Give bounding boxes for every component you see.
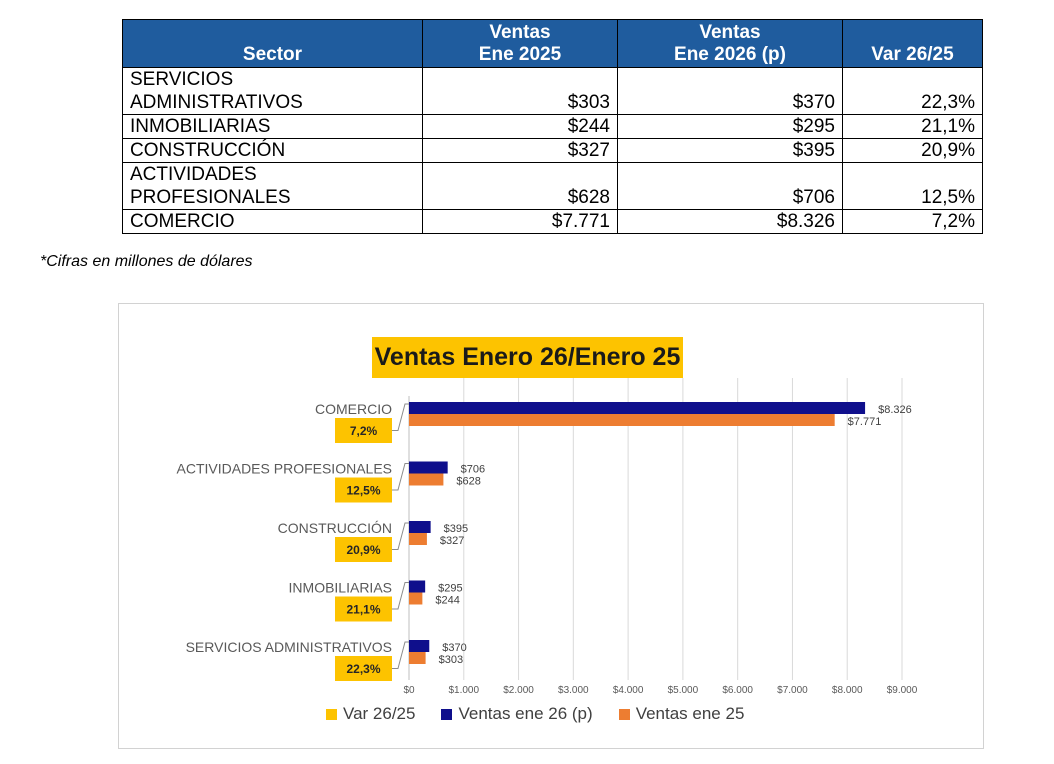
table-row: ACTIVIDADES PROFESIONALES $628 $706 12,5… xyxy=(122,162,983,210)
bar-ventas-25 xyxy=(409,414,835,426)
x-tick-label: $8.000 xyxy=(832,685,863,696)
callout-leader xyxy=(392,403,409,431)
bar-ventas-25 xyxy=(409,592,423,605)
x-tick-label: $4.000 xyxy=(613,685,644,696)
variation-label: 20,9% xyxy=(346,543,380,557)
x-tick-label: $0 xyxy=(403,685,415,696)
variation-box xyxy=(335,418,392,443)
cell-variacion: 12,5% xyxy=(842,162,983,210)
sales-table: Sector Ventas Ene 2025 Ventas Ene 2026 (p)… xyxy=(122,19,983,234)
category-label: INMOBILIARIAS xyxy=(289,580,392,596)
x-tick-label: $2.000 xyxy=(503,685,534,696)
variation-box xyxy=(335,477,392,503)
variation-label: 22,3% xyxy=(346,662,380,676)
x-tick-label: $9.000 xyxy=(887,685,918,696)
table-row: SERVICIOS ADMINISTRATIVOS $303 $370 22,3… xyxy=(122,67,983,115)
cell-variacion: 7,2% xyxy=(842,209,983,234)
table-row: CONSTRUCCIÓN $327 $395 20,9% xyxy=(122,138,983,163)
table-header-row: Sector Ventas Ene 2025 Ventas Ene 2026 (p)… xyxy=(122,19,983,68)
data-label: $395 xyxy=(444,523,468,535)
cell-ventas-2026: $8.326 xyxy=(617,209,843,234)
legend-swatch xyxy=(326,708,337,720)
header-ventas-2026: Ventas Ene 2026 (p) xyxy=(617,19,843,68)
variation-label: 7,2% xyxy=(350,424,378,438)
variation-label: 12,5% xyxy=(346,484,380,498)
callout-leader xyxy=(392,522,409,550)
header-sector: Sector xyxy=(122,19,423,68)
cell-ventas-2026: $395 xyxy=(617,138,843,163)
chart-title: Ventas Enero 26/Enero 25 xyxy=(372,337,683,378)
chart-legend: Var 26/25 Ventas ene 26 (p) Ventas ene 2… xyxy=(326,704,744,724)
bar-ventas-25 xyxy=(409,652,426,664)
legend-label: Ventas ene 25 xyxy=(635,704,745,723)
category-label: CONSTRUCCIÓN xyxy=(278,520,392,536)
variation-box xyxy=(335,537,392,562)
table-row: INMOBILIARIAS $244 $295 21,1% xyxy=(122,114,983,139)
bar-ventas-26 xyxy=(409,640,430,652)
callout-leader xyxy=(392,582,409,610)
variation-label: 21,1% xyxy=(346,603,380,617)
data-label: $706 xyxy=(461,464,485,476)
category-label: COMERCIO xyxy=(315,401,392,417)
legend-item-ventas-26: Ventas ene 26 (p) xyxy=(441,704,593,724)
bar-ventas-26 xyxy=(409,580,426,593)
cell-ventas-2025: $327 xyxy=(422,138,618,163)
legend-label: Ventas ene 26 (p) xyxy=(458,704,593,723)
cell-sector: SERVICIOS ADMINISTRATIVOS xyxy=(122,67,423,115)
x-tick-label: $6.000 xyxy=(722,685,753,696)
legend-item-ventas-25: Ventas ene 25 xyxy=(618,704,745,724)
bar-ventas-26 xyxy=(409,461,448,474)
x-tick-label: $5.000 xyxy=(668,685,699,696)
cell-ventas-2025: $628 xyxy=(422,162,618,210)
data-label: $295 xyxy=(438,583,462,595)
bar-ventas-25 xyxy=(409,533,427,545)
data-label: $327 xyxy=(440,535,464,547)
bar-ventas-25 xyxy=(409,473,444,486)
category-label: SERVICIOS ADMINISTRATIVOS xyxy=(186,639,392,655)
bar-ventas-26 xyxy=(409,402,866,414)
cell-sector: ACTIVIDADES PROFESIONALES xyxy=(122,162,423,210)
cell-sector: INMOBILIARIAS xyxy=(122,114,423,139)
bar-ventas-26 xyxy=(409,521,431,533)
header-variacion: Var 26/25 xyxy=(842,19,983,68)
data-label: $370 xyxy=(442,642,466,654)
legend-item-variation: Var 26/25 xyxy=(326,704,415,724)
variation-box xyxy=(335,656,392,681)
data-label: $8.326 xyxy=(878,404,912,416)
cell-ventas-2026: $706 xyxy=(617,162,843,210)
data-label: $244 xyxy=(435,595,459,607)
legend-label: Var 26/25 xyxy=(343,704,416,723)
x-tick-label: $3.000 xyxy=(558,685,589,696)
cell-ventas-2025: $244 xyxy=(422,114,618,139)
cell-ventas-2025: $7.771 xyxy=(422,209,618,234)
category-label: ACTIVIDADES PROFESIONALES xyxy=(177,461,393,477)
callout-leader xyxy=(392,463,409,491)
table-row: COMERCIO $7.771 $8.326 7,2% xyxy=(122,209,983,234)
callout-leader xyxy=(392,641,409,669)
data-label: $7.771 xyxy=(848,416,882,428)
cell-variacion: 20,9% xyxy=(842,138,983,163)
cell-sector: COMERCIO xyxy=(122,209,423,234)
x-tick-label: $1.000 xyxy=(448,685,479,696)
data-label: $303 xyxy=(439,654,463,666)
legend-swatch xyxy=(618,708,630,720)
footnote: *Cifras en millones de dólares xyxy=(40,253,253,270)
variation-box xyxy=(335,596,392,622)
legend-swatch xyxy=(441,708,453,720)
x-tick-label: $7.000 xyxy=(777,685,808,696)
data-label: $628 xyxy=(456,476,480,488)
